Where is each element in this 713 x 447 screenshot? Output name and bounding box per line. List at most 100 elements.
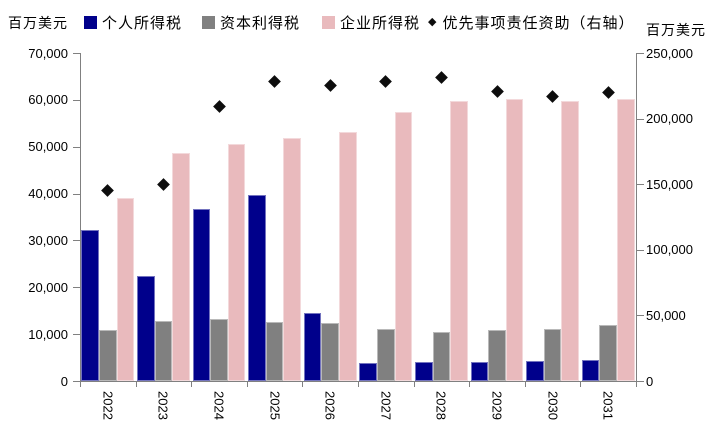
x-axis-label: 2023 [155,391,171,420]
point-priority-funding [101,184,115,198]
bar-corporate-income-tax [617,98,635,381]
legend-label: 企业所得税 [340,14,421,32]
right-axis-tick-label: 50,000 [646,307,686,323]
point-priority-funding [546,89,559,103]
x-axis-label: 2022 [100,391,116,420]
legend-label: 个人所得税 [102,14,183,32]
bar-capital-gains-tax [321,323,339,381]
left-axis-tick [73,193,80,195]
bar-personal-income-tax [303,312,322,381]
legend-item-capital-gains-tax: 资本利得税 [202,14,301,32]
diamond-marker-icon: ◆ [428,15,438,28]
x-axis-tick [135,381,137,387]
legend-item-priority-funding: ◆ 优先事项责任资助（右轴） [428,14,635,32]
right-axis-tick [637,381,644,382]
left-axis-tick-label: 50,000 [28,139,68,155]
right-axis-tick [637,184,644,186]
left-axis-tick [73,146,80,148]
bar-corporate-income-tax [561,100,579,381]
left-axis-tick-label: 60,000 [28,92,68,108]
point-priority-funding [490,84,504,98]
left-axis-tick [73,334,80,336]
bar-capital-gains-tax [488,330,506,381]
x-axis-label: 2026 [322,391,338,420]
bar-capital-gains-tax [543,328,562,381]
legend-item-corporate-income-tax: 企业所得税 [322,14,421,32]
square-marker-icon [322,15,335,29]
x-axis-tick [413,381,415,387]
left-axis-tick-label: 10,000 [28,326,68,342]
right-axis-tick [637,249,644,251]
bar-corporate-income-tax [450,101,468,381]
x-axis-label: 2031 [600,391,616,420]
left-axis-tick [73,240,80,242]
left-axis-tick-label: 40,000 [28,186,68,202]
right-axis-tick [637,118,644,120]
right-axis-title: 百万美元 [646,22,706,38]
x-axis-tick [580,381,582,387]
left-axis-tick [73,381,80,382]
x-axis-tick [358,381,359,387]
bar-personal-income-tax [192,209,211,381]
right-axis-tick-label: 250,000 [646,45,693,61]
bar-capital-gains-tax [432,332,451,381]
point-priority-funding [157,177,170,191]
x-axis-tick [302,381,304,387]
bar-capital-gains-tax [265,322,284,381]
bar-capital-gains-tax [599,325,617,381]
point-priority-funding [268,75,281,89]
x-axis-tick [246,381,248,387]
bar-corporate-income-tax [505,99,524,381]
left-axis-tick [73,99,80,101]
bar-capital-gains-tax [99,330,117,381]
right-axis-line [636,53,637,386]
left-axis-tick-label: 70,000 [28,45,68,61]
bar-personal-income-tax [415,362,433,381]
bar-corporate-income-tax [339,131,357,381]
right-axis-tick-label: 200,000 [646,111,693,127]
x-axis-label: 2024 [211,391,227,420]
right-axis-tick-label: 100,000 [646,242,693,258]
left-axis-tick [73,287,80,289]
point-priority-funding [379,75,393,89]
x-axis-tick [191,381,193,387]
bar-corporate-income-tax [227,144,246,381]
point-priority-funding [435,71,448,85]
bar-personal-income-tax [470,361,489,381]
bar-corporate-income-tax [172,152,190,381]
right-axis-tick [637,315,644,317]
left-axis-tick [73,53,80,54]
bar-corporate-income-tax [283,138,301,381]
left-axis-title: 百万美元 [8,15,68,31]
point-priority-funding [323,79,337,93]
legend-item-personal-income-tax: 个人所得税 [84,14,183,32]
x-axis-label: 2025 [267,391,283,420]
x-axis-tick [80,381,81,387]
x-axis-label: 2030 [545,391,561,420]
bar-personal-income-tax [581,360,600,381]
x-axis-label: 2027 [378,391,394,420]
bar-capital-gains-tax [377,328,395,381]
bar-capital-gains-tax [210,319,228,381]
x-axis-label: 2029 [489,391,505,420]
bar-personal-income-tax [81,229,99,381]
left-axis-tick-label: 0 [60,373,68,389]
right-axis-tick [637,53,644,54]
square-marker-icon [202,15,215,29]
square-marker-icon [84,15,97,29]
bar-personal-income-tax [137,276,155,381]
legend-label: 优先事项责任资助（右轴） [442,14,635,32]
bar-personal-income-tax [248,195,266,381]
left-axis-tick-label: 30,000 [28,232,68,248]
right-axis-tick-label: 150,000 [646,176,693,192]
bar-corporate-income-tax [116,197,135,381]
left-axis-tick-label: 20,000 [28,279,68,295]
bar-corporate-income-tax [394,112,413,381]
bar-capital-gains-tax [154,321,173,381]
x-axis-tick [524,381,526,387]
bar-personal-income-tax [526,360,544,381]
legend-label: 资本利得税 [220,14,301,32]
bar-personal-income-tax [359,362,377,381]
left-axis-line [80,53,81,386]
